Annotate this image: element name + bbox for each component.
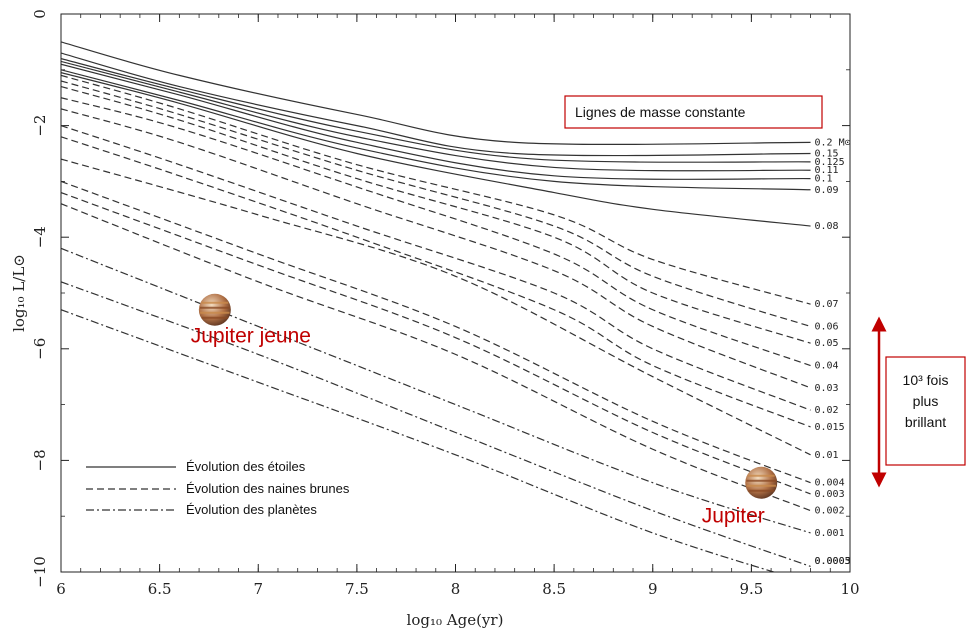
series-line: [61, 85, 811, 344]
young-jupiter-label: Jupiter jeune: [191, 325, 311, 348]
mass-label: 0.003: [814, 489, 844, 500]
series-line: [61, 125, 811, 411]
series-line: [61, 60, 811, 172]
y-tick-label: −4: [31, 226, 49, 248]
x-tick-label: 10: [840, 580, 859, 598]
y-tick-label: 0: [31, 9, 49, 19]
series-line: [61, 80, 811, 328]
mass-label: 0.09: [814, 185, 838, 196]
legend-item-planets: Évolution des planètes: [186, 502, 317, 517]
mass-label: 0.004: [814, 478, 844, 489]
legend: Évolution des étoiles Évolution des nain…: [86, 459, 350, 517]
mass-label: 0.0005: [814, 556, 850, 567]
jupiter-label: Jupiter: [702, 505, 765, 528]
x-tick-label: 6: [56, 580, 66, 598]
series-line: [61, 158, 811, 456]
mass-tracks: [61, 41, 811, 572]
mass-label: 0.125: [814, 157, 844, 168]
young-jupiter-marker: [198, 293, 231, 326]
y-tick-label: −2: [31, 115, 49, 137]
mass-label: 0.1: [814, 174, 832, 185]
x-tick-label: 9.5: [739, 580, 763, 598]
mass-label: 0.08: [814, 221, 838, 232]
mass-lines-box-text: Lignes de masse constante: [575, 104, 746, 120]
mass-label: 0.05: [814, 338, 838, 349]
mass-label: 0.015: [814, 422, 844, 433]
y-tick-label: −10: [31, 556, 49, 588]
series-line: [61, 63, 811, 180]
series-line: [61, 136, 811, 428]
brightness-box: 10³ fois plus brillant: [885, 356, 966, 466]
mass-label: 0.06: [814, 321, 838, 332]
plot-frame: [60, 13, 851, 573]
brightness-line-1: 10³ fois: [903, 372, 949, 388]
y-axis-title: log₁₀ L/L⊙: [10, 254, 28, 332]
series-line: [61, 281, 811, 567]
axis-ticks: [60, 13, 851, 573]
x-tick-label: 9: [648, 580, 658, 598]
mass-label: 0.2 M⊙: [814, 137, 850, 148]
series-line: [61, 247, 811, 534]
series-line: [61, 180, 811, 484]
x-tick-label: 7.5: [345, 580, 369, 598]
brightness-line-3: brillant: [905, 414, 946, 430]
x-tick-label: 6.5: [148, 580, 172, 598]
mass-label: 0.002: [814, 506, 844, 517]
series-line: [61, 97, 811, 367]
mass-lines-box: Lignes de masse constante: [564, 95, 823, 129]
mass-label: 0.02: [814, 405, 838, 416]
x-tick-label: 8.5: [542, 580, 566, 598]
x-tick-label: 8: [451, 580, 461, 598]
x-tick-label: 7: [253, 580, 263, 598]
mass-label: 0.04: [814, 361, 838, 372]
mass-label: 0.03: [814, 383, 838, 394]
jupiter-marker: [745, 466, 778, 499]
mass-label: 0.001: [814, 528, 844, 539]
mass-label: 0.15: [814, 149, 838, 160]
series-line: [61, 309, 776, 572]
mass-label: 0.0003: [814, 556, 850, 567]
series-line: [61, 41, 811, 146]
axis-tick-labels: 6 6.5 7 7.5 8 8.5 9 9.5 10 0 −2 −4 −6 −8 −10: [31, 9, 860, 598]
series-line: [61, 69, 811, 191]
series-line: [61, 52, 811, 157]
series-line: [61, 203, 811, 512]
mass-label: 0.01: [814, 450, 838, 461]
series-line: [61, 191, 811, 495]
series-line: [61, 108, 811, 389]
mass-label: 0.07: [814, 299, 838, 310]
mass-label: 0.11: [814, 165, 838, 176]
series-line: [61, 72, 811, 227]
y-tick-label: −6: [31, 338, 49, 360]
legend-item-brown-dwarfs: Évolution des naines brunes: [186, 481, 350, 496]
series-line: [61, 58, 811, 163]
y-tick-label: −8: [31, 449, 49, 471]
x-axis-title: log₁₀ Age(yr): [407, 611, 504, 629]
legend-item-stars: Évolution des étoiles: [186, 459, 306, 474]
brightness-line-2: plus: [913, 393, 939, 409]
series-line: [61, 74, 811, 305]
